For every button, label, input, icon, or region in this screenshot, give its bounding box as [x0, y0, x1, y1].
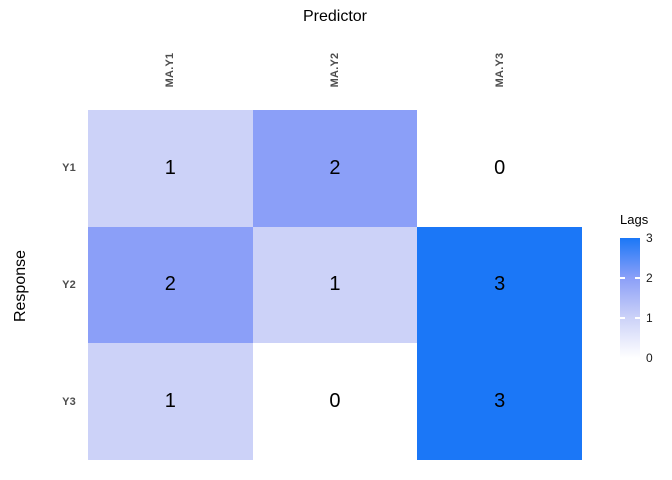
- y-axis-label-Y3: Y3: [62, 395, 76, 408]
- legend-colorbar: [620, 238, 640, 358]
- legend-tick-mark: [620, 317, 625, 319]
- x-axis-title: Predictor: [302, 8, 368, 25]
- legend-tick-label-2: 2: [646, 271, 653, 285]
- heatmap-cell-Y3-MA.Y3: 3: [417, 343, 582, 460]
- heatmap-cell-Y1-MA.Y2: 2: [252, 110, 418, 227]
- heatmap-cell-Y1-MA.Y3: 0: [417, 110, 582, 227]
- heatmap-cell-Y2-MA.Y1: 2: [88, 226, 253, 344]
- x-axis-label-MA.Y3: MA.Y3: [493, 52, 506, 88]
- legend-tick-mark: [635, 277, 640, 279]
- legend-tick-mark: [620, 277, 625, 279]
- legend-tick-label-1: 1: [646, 311, 653, 325]
- legend-tick-label-0: 0: [646, 351, 653, 365]
- legend-tick-mark: [635, 317, 640, 319]
- heatmap-cell-Y3-MA.Y2: 0: [252, 343, 418, 460]
- legend-title: Lags: [620, 212, 649, 227]
- y-axis-label-Y1: Y1: [62, 162, 76, 175]
- x-axis-label-MA.Y1: MA.Y1: [164, 52, 177, 88]
- legend-tick-label-3: 3: [646, 231, 653, 245]
- x-axis-label-MA.Y2: MA.Y2: [329, 52, 341, 88]
- heatmap-cell-Y3-MA.Y1: 1: [88, 343, 253, 460]
- heatmap-cell-Y2-MA.Y3: 3: [417, 226, 582, 344]
- heatmap-cell-Y1-MA.Y1: 1: [88, 110, 253, 227]
- y-axis-label-Y2: Y2: [62, 279, 76, 291]
- heatmap-cell-Y2-MA.Y2: 1: [252, 226, 418, 344]
